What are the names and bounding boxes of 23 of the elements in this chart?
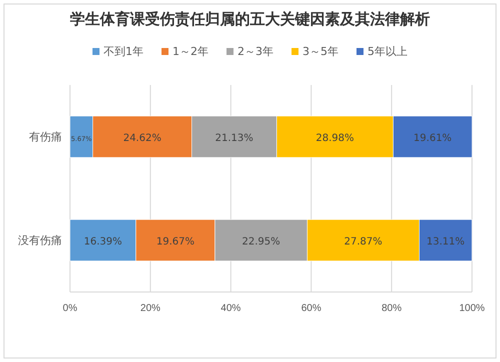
legend-label: 不到1年 [104,45,144,58]
data-label: 16.39% [84,236,122,248]
data-label: 24.62% [123,132,162,144]
chart-title: 学生体育课受伤责任归属的五大关键因素及其法律解析 [70,10,430,28]
legend-label: 1～2年 [172,45,208,58]
x-tick-label: 80% [382,303,402,314]
data-label: 19.67% [156,236,194,248]
legend-label: 2～3年 [238,45,274,58]
x-tick-label: 40% [220,303,241,314]
legend-label: 5年以上 [368,45,408,58]
y-tick-label: 有伤痛 [29,130,62,144]
x-tick-label: 0% [62,303,78,314]
x-tick-label: 20% [140,303,161,314]
x-tick-label: 100% [459,303,485,314]
data-label: 19.61% [414,132,452,144]
x-tick-label: 60% [301,303,322,314]
data-label: 28.98% [316,132,354,144]
data-label: 13.11% [426,236,465,248]
legend-label: 3～5年 [302,45,338,58]
data-label: 21.13% [215,132,254,144]
data-label: 27.87% [344,236,382,248]
y-tick-label: 没有伤痛 [18,234,62,247]
data-label: 22.95% [242,236,280,248]
